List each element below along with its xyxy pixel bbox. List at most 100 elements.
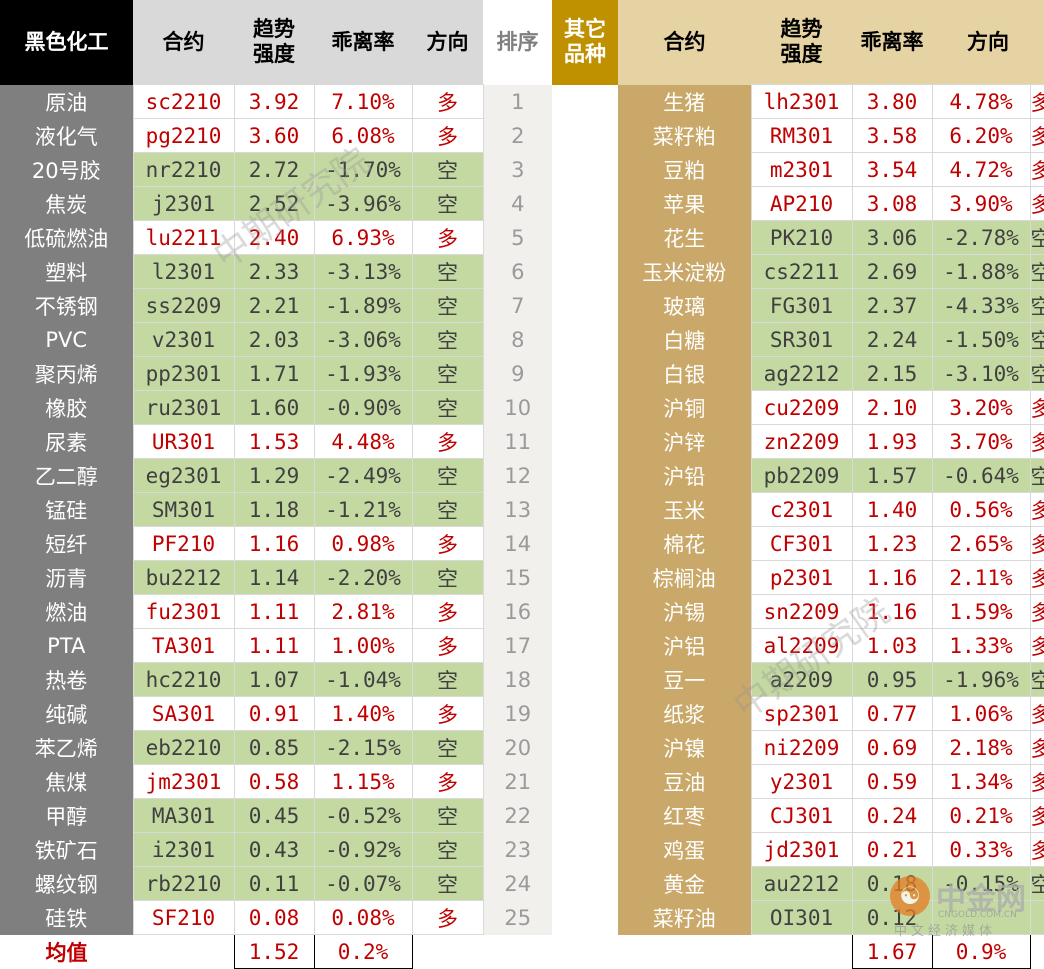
spacer: [133, 934, 234, 969]
right-deviation: 6.20%: [931, 118, 1031, 153]
left-deviation: -2.49%: [313, 458, 413, 493]
left-direction: 空: [411, 560, 484, 595]
left-product-name: 橡胶: [0, 390, 133, 425]
rank-number: 7: [483, 288, 552, 323]
left-product-name: 热卷: [0, 662, 133, 697]
left-product-name: 尿素: [0, 424, 133, 459]
left-strength: 1.14: [233, 560, 315, 595]
right-strength: 3.80: [851, 84, 933, 119]
right-contract: zn2209: [750, 424, 853, 459]
left-product-name: 聚丙烯: [0, 356, 133, 391]
rank-number: 24: [483, 866, 552, 901]
left-contract: fu2301: [132, 594, 235, 629]
right-strength: 1.23: [851, 526, 933, 561]
right-deviation: 2.11%: [931, 560, 1031, 595]
right-product-name: 菜籽油: [618, 900, 751, 935]
spacer: [552, 764, 618, 799]
right-contract: sn2209: [750, 594, 853, 629]
left-direction: 多: [411, 900, 484, 935]
left-product-name: 低硫燃油: [0, 220, 133, 255]
spacer: [552, 594, 618, 629]
right-group-header-text: 其它 品种: [564, 17, 606, 67]
right-deviation: -1.96%: [931, 662, 1031, 697]
left-product-name: 铁矿石: [0, 832, 133, 867]
right-direction: 多: [1029, 526, 1044, 561]
left-direction: 空: [411, 390, 484, 425]
left-deviation: -3.13%: [313, 254, 413, 289]
spacer: [552, 662, 618, 697]
spacer: [618, 934, 751, 969]
left-product-name: 苯乙烯: [0, 730, 133, 765]
right-product-name: 棉花: [618, 526, 751, 561]
left-strength: 2.21: [233, 288, 315, 323]
right-strength: 3.08: [851, 186, 933, 221]
right-deviation: 3.20%: [931, 390, 1031, 425]
left-contract: SF210: [132, 900, 235, 935]
left-direction: 空: [411, 254, 484, 289]
right-contract: CF301: [750, 526, 853, 561]
right-deviation: -4.33%: [931, 288, 1031, 323]
spacer: [552, 628, 618, 663]
left-deviation: -3.06%: [313, 322, 413, 357]
left-deviation: 1.40%: [313, 696, 413, 731]
right-direction: 多: [1029, 390, 1044, 425]
right-direction: [1029, 900, 1044, 935]
left-strength: 0.43: [233, 832, 315, 867]
right-direction-header: 方向: [932, 0, 1044, 85]
right-deviation: 2.65%: [931, 526, 1031, 561]
right-product-name: 鸡蛋: [618, 832, 751, 867]
left-deviation: 4.48%: [313, 424, 413, 459]
left-deviation: -0.07%: [313, 866, 413, 901]
right-deviation: 0.21%: [931, 798, 1031, 833]
right-strength: 1.16: [851, 560, 933, 595]
left-strength: 2.33: [233, 254, 315, 289]
left-deviation: 7.10%: [313, 84, 413, 119]
right-strength: 0.95: [851, 662, 933, 697]
right-strength: 2.37: [851, 288, 933, 323]
header-row: 黑色化工 合约 趋势 强度 乖离率 方向 排序 其它 品种 合约 趋势 强度 乖…: [0, 0, 1044, 85]
left-product-name: PVC: [0, 322, 133, 357]
right-direction: 多: [1029, 84, 1044, 119]
left-contract: hc2210: [132, 662, 235, 697]
left-direction: 空: [411, 322, 484, 357]
spacer: [552, 254, 618, 289]
right-direction: 多: [1029, 764, 1044, 799]
right-contract-header: 合约: [618, 0, 751, 85]
rank-number: 20: [483, 730, 552, 765]
left-direction: 空: [411, 492, 484, 527]
right-contract: c2301: [750, 492, 853, 527]
left-deviation: -1.89%: [313, 288, 413, 323]
rank-number: 8: [483, 322, 552, 357]
left-average-strength: 1.52: [233, 934, 315, 969]
right-deviation: 1.06%: [931, 696, 1031, 731]
right-deviation: 4.78%: [931, 84, 1031, 119]
right-direction: 空: [1029, 220, 1044, 255]
rank-number: 9: [483, 356, 552, 391]
left-direction: 多: [411, 84, 484, 119]
spacer: [552, 84, 618, 119]
right-direction: 多: [1029, 560, 1044, 595]
right-contract: SR301: [750, 322, 853, 357]
right-direction: 空: [1029, 458, 1044, 493]
spacer: [552, 322, 618, 357]
left-deviation: 1.00%: [313, 628, 413, 663]
right-product-name: 黄金: [618, 866, 751, 901]
left-direction: 空: [411, 866, 484, 901]
left-deviation: 6.08%: [313, 118, 413, 153]
right-contract: al2209: [750, 628, 853, 663]
left-deviation: -1.93%: [313, 356, 413, 391]
right-strength: 0.59: [851, 764, 933, 799]
spacer: [552, 900, 618, 935]
spacer: [751, 934, 852, 969]
right-contract: m2301: [750, 152, 853, 187]
left-contract: bu2212: [132, 560, 235, 595]
left-contract: nr2210: [132, 152, 235, 187]
right-contract: cs2211: [750, 254, 853, 289]
